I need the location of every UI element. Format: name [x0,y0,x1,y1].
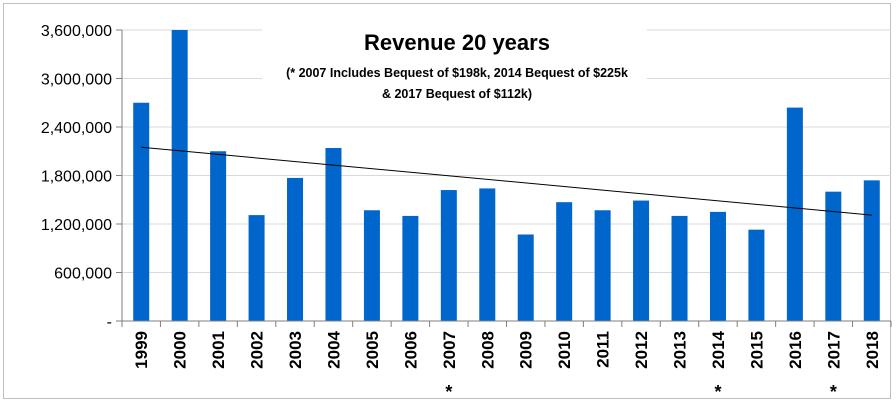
title-background [262,18,647,104]
x-tick-label-2013: 2013 [671,331,690,369]
y-tick-label: 3,000,000 [41,72,112,89]
x-tick-label-2014: 2014 [709,330,728,368]
chart-subtitle-line-1: (* 2007 Includes Bequest of $198k, 2014 … [286,66,628,80]
x-tick-label-2004: 2004 [324,330,343,368]
x-tick-label-2012: 2012 [632,331,651,369]
bar-2016 [786,107,803,321]
x-tick-label-2015: 2015 [747,331,766,369]
x-tick-label-2006: 2006 [401,331,420,369]
x-tick-label-2001: 2001 [209,331,228,369]
bar-2012 [633,200,650,321]
x-tick-label-2007: 2007 [440,331,459,369]
bar-2010 [556,202,573,321]
x-tick-label-2009: 2009 [517,331,536,369]
bequest-marker-2017: * [830,382,837,402]
y-tick-label: - [107,314,112,331]
bar-2013 [671,215,688,321]
bar-2009 [517,234,534,321]
y-tick-label: 1,800,000 [41,169,112,186]
y-tick-label: 2,400,000 [41,120,112,137]
bar-2007 [440,190,457,321]
bar-1999 [133,102,150,321]
bar-2018 [863,180,880,321]
bequest-marker-2007: * [445,382,452,402]
bar-2015 [748,229,765,321]
bars [133,30,880,321]
x-tick-label-1999: 1999 [132,331,151,369]
x-tick-label-2016: 2016 [786,331,805,369]
x-tick-label-2005: 2005 [363,331,382,369]
y-tick-label: 1,200,000 [41,217,112,234]
bar-2002 [248,215,265,321]
titles: Revenue 20 years (* 2007 Includes Beques… [262,18,647,104]
bar-2014 [709,211,726,321]
x-axis: 1999 2000 2001 2002 2003 2004 2005 2006 2007 * 200… [121,320,892,402]
x-tick-label-2010: 2010 [555,331,574,369]
bequest-marker-2014: * [714,382,721,402]
x-tick-label-2002: 2002 [248,331,267,369]
bar-2000 [171,30,188,321]
bar-2006 [402,215,419,321]
y-axis: - 600,000 1,200,000 1,800,000 2,400,000 3,000… [41,23,123,331]
x-tick-label-2000: 2000 [171,331,190,369]
x-tick-label-2017: 2017 [824,331,843,369]
bar-2008 [479,188,496,321]
bar-2005 [363,210,380,321]
x-tick-label-2008: 2008 [478,331,497,369]
trendline [141,146,872,216]
x-tick-label-2011: 2011 [594,331,613,368]
y-tick-label: 600,000 [54,266,112,283]
x-tick-label-2003: 2003 [286,331,305,369]
bar-2003 [287,177,304,321]
bar-2004 [325,148,342,321]
chart-title: Revenue 20 years [364,30,550,55]
x-tick-label-2018: 2018 [863,331,882,369]
y-tick-label: 3,600,000 [41,23,112,40]
bar-2011 [594,210,611,321]
trendline-group [141,146,872,216]
bar-2001 [210,151,227,321]
chart-subtitle-line-2: & 2017 Bequest of $112k) [382,87,532,101]
bar-2017 [825,191,842,321]
